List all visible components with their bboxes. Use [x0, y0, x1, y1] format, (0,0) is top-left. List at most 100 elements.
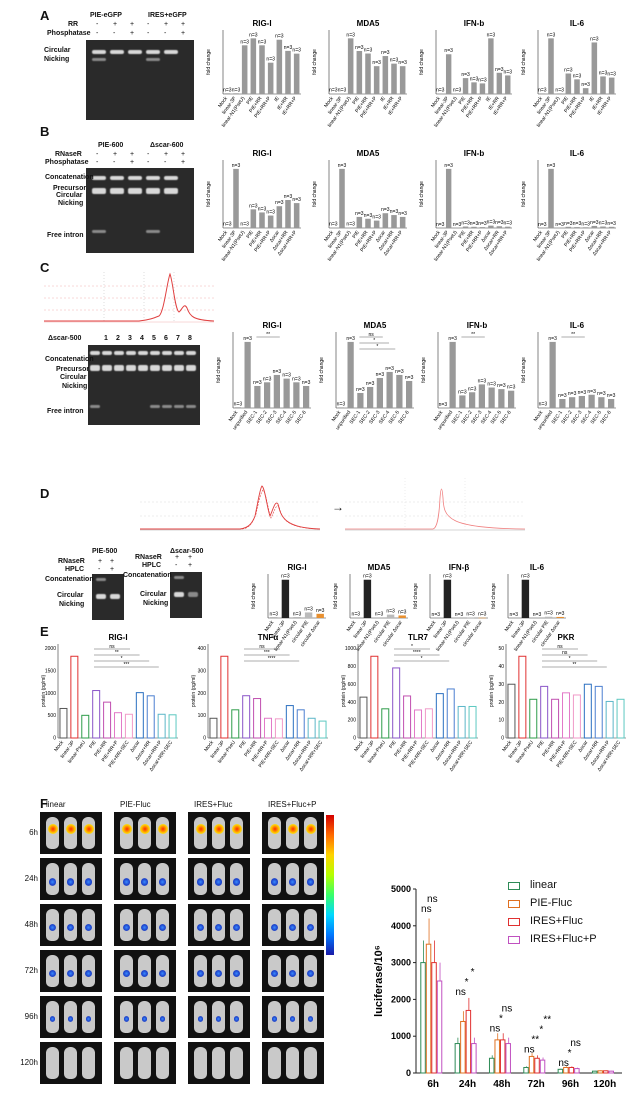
chart-e-1-ytick-3: 300 — [198, 669, 207, 675]
chart-a-0-n-5: n=3 — [266, 57, 275, 63]
chart-e-0-sig-0: ns — [109, 644, 115, 650]
chart-c-3-bar-3 — [569, 397, 576, 408]
gel-c-band-4: Free intron — [47, 408, 84, 415]
luc-bar-0-2 — [431, 962, 437, 1074]
chart-d-1-bar-3 — [386, 614, 395, 618]
luminescence-signal — [287, 824, 298, 834]
legend-label-2: IRES+Fluc — [530, 915, 583, 927]
mouse-panel-1-1 — [114, 858, 176, 900]
luciferase-ytick-1: 1000 — [391, 1031, 411, 1041]
chart-d-0-ylabel: fold change — [251, 583, 257, 609]
chart-c-3-cat-7: SEC-6 — [599, 410, 612, 426]
gel-d2-s3: - — [175, 562, 178, 569]
chart-e-3-bar-9 — [605, 700, 614, 739]
chart-a-3-bar-6 — [591, 42, 598, 94]
luc-bar-4-3 — [574, 1068, 580, 1074]
chart-a-0-n-3: n=3 — [249, 32, 258, 38]
chart-c-0-sig-0: ** — [266, 332, 270, 338]
panel-label-c: C — [40, 260, 50, 275]
luminescence-signal — [307, 970, 314, 977]
legend-label-1: PIE-Fluc — [530, 897, 573, 909]
chart-e-2-bar-10 — [468, 705, 477, 739]
luminescence-signal — [289, 924, 296, 931]
chart-c-1-title: MDA5 — [364, 321, 387, 330]
gel-a-image — [86, 40, 194, 120]
gel-d1-s2: + — [110, 558, 115, 565]
luminescence-signal — [123, 1016, 130, 1022]
chart-a-3-bar-4 — [574, 79, 580, 94]
chart-b-0-bar-6 — [276, 206, 283, 228]
chart-e-1-bar-6 — [274, 718, 283, 739]
luc-bar-1-2 — [465, 1009, 472, 1074]
luc-bar-4-1 — [563, 1066, 569, 1074]
chart-b-0-bar-8 — [293, 203, 300, 228]
chart-c-1-cat-7: SEC-6 — [397, 410, 410, 426]
luc-xtick-5: 120h — [593, 1079, 616, 1090]
luc-ann-1-1: * — [465, 977, 469, 988]
chart-e-2-cat-3: PIE — [388, 739, 398, 750]
mouse-row-72h: 72h — [25, 950, 325, 992]
chart-a-3-bar-1 — [548, 38, 554, 94]
chart-b-2-bar-2 — [454, 227, 460, 229]
gelB-signs-r1-1: + — [113, 151, 118, 158]
chart-d-2-bar-0 — [432, 617, 440, 619]
luminescence-signal — [123, 924, 130, 931]
luc-bar-2-3 — [505, 1043, 511, 1074]
gel-b-row1: RNaseR — [55, 151, 82, 158]
chart-a-2-title: IFN-b — [464, 19, 485, 28]
chart-e-1-ylabel: protein (pg/ml) — [191, 675, 197, 708]
chart-b-2-bar-8 — [505, 226, 511, 228]
chart-e-0-ytick-3: 1500 — [45, 669, 56, 675]
chart-d-3-n-1: n=3 — [521, 574, 530, 580]
luminescence-signal — [157, 824, 168, 834]
chart-a-1-bar-7 — [391, 63, 397, 94]
chart-e-2-ytick-2: 400 — [348, 700, 357, 706]
gelA-signs-r2-5: + — [181, 30, 186, 37]
luminescence-signal — [215, 924, 222, 931]
chart-d-3-bar-1 — [521, 579, 530, 618]
chart-d-2-bar-2 — [455, 617, 463, 619]
luminescence-signal — [123, 970, 130, 977]
chart-c-2-n-2: n=3 — [458, 389, 467, 395]
gelA-signs-r2-3: - — [147, 30, 150, 37]
chart-b-1: MDA5 fold change Mock n=3 linear-3P n=3 linear… — [311, 148, 411, 263]
luc-bar-1-0 — [454, 1043, 461, 1074]
chart-b-3-n-1: n=3 — [547, 163, 556, 169]
luminescence-signal — [271, 1016, 278, 1022]
time-label-3: 72h — [24, 966, 38, 975]
gel-d1-s4: + — [110, 566, 115, 573]
chart-e-0-ytick-4: 2000 — [45, 646, 56, 652]
gel-a-group1: PIE-eGFP — [90, 12, 122, 19]
chart-e-0-bar-1 — [70, 655, 79, 739]
mouse — [268, 1047, 281, 1079]
legend-swatch-3 — [508, 936, 520, 944]
chart-e-2-ylabel: protein (pg/ml) — [341, 675, 347, 708]
gel-a-band-nicking: Nicking — [44, 56, 70, 63]
mouse-panel-1-2 — [188, 858, 250, 900]
chart-c-0-bar-0 — [234, 407, 241, 408]
chart-e-2-bar-1 — [370, 655, 379, 739]
chart-a-0-n-8: n=3 — [292, 48, 301, 54]
chart-e-3-bar-1 — [518, 655, 527, 739]
chart-d-2-n-3: n=3 — [466, 612, 475, 618]
chart-b-0-bar-5 — [267, 215, 274, 228]
chart-d-0-title: RIG-I — [287, 563, 306, 572]
luminescence-signal — [307, 924, 314, 931]
chart-e-1-ytick-2: 200 — [198, 691, 207, 697]
gelA-signs-r2-4: - — [164, 30, 167, 37]
chart-c-1-n-7: n=3 — [405, 375, 414, 381]
luc-xtick-1: 24h — [459, 1079, 476, 1090]
chart-e-3-sig-1: ns — [562, 650, 568, 656]
chart-a-0-bar-4 — [259, 45, 265, 94]
chart-a-1-n-5: n=3 — [372, 60, 381, 66]
chart-e-1-bar-2 — [231, 709, 240, 739]
mouse — [194, 1047, 207, 1079]
luc-bar-0-0 — [420, 962, 426, 1074]
chart-b-1-bar-4 — [365, 218, 371, 228]
chart-c-0-cat-7: SEC-6 — [294, 410, 307, 426]
chart-b-3-bar-8 — [608, 226, 615, 228]
chart-b-0-n-5: n=3 — [266, 210, 275, 216]
mouse-panel-5-3 — [262, 1042, 324, 1084]
chart-d-0-n-4: n=3 — [316, 608, 325, 614]
chart-e-3: PKR protein (pg/ml) Mock linear-3P linear-Ps… — [488, 632, 630, 787]
